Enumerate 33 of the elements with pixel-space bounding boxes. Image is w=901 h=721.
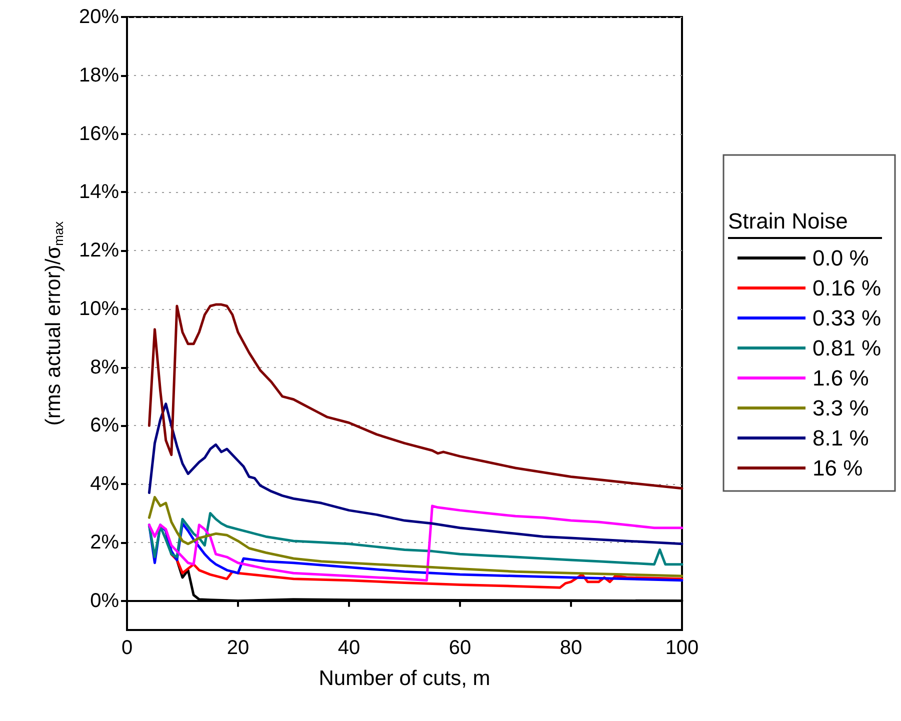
legend-label: 0.33 % (812, 306, 882, 330)
legend-label: 0.16 % (812, 276, 882, 300)
y-tick-label: 20% (78, 6, 120, 28)
y-tick-label: 18% (78, 64, 120, 86)
y-tick-label: 12% (78, 240, 120, 262)
legend-label: 1.6 % (812, 366, 869, 390)
y-tick-label: 0% (90, 590, 120, 612)
x-tick-label: 20 (226, 637, 250, 659)
x-tick-label: 80 (560, 637, 582, 659)
legend-label: 0.81 % (812, 336, 882, 360)
legend-label: 8.1 % (812, 426, 869, 450)
line-series (148, 303, 684, 490)
line-series (148, 512, 684, 566)
y-tick-label: 2% (90, 531, 120, 554)
y-tick-label: 8% (90, 356, 120, 378)
x-tick-label: 60 (448, 637, 472, 659)
line-series (148, 402, 684, 546)
y-tick-label: 16% (78, 122, 120, 145)
x-axis-title: Number of cuts, m (318, 667, 490, 690)
y-tick-label: 10% (78, 298, 120, 320)
legend-title: Strain Noise (728, 208, 848, 234)
line-series (148, 504, 684, 582)
y-axis-title: (rms actual error)/σmax (42, 220, 66, 426)
legend-label: 0.0 % (812, 246, 869, 270)
x-tick-label: 40 (338, 637, 360, 659)
y-tick-label: 4% (90, 473, 120, 496)
x-tick-label: 100 (665, 637, 699, 659)
line-series (148, 496, 684, 578)
y-tick-label: 6% (90, 414, 120, 437)
legend-label: 16 % (812, 456, 863, 480)
y-tick-label: 14% (78, 181, 120, 204)
legend-label: 3.3 % (812, 396, 869, 420)
x-tick-label: 0 (121, 637, 133, 659)
